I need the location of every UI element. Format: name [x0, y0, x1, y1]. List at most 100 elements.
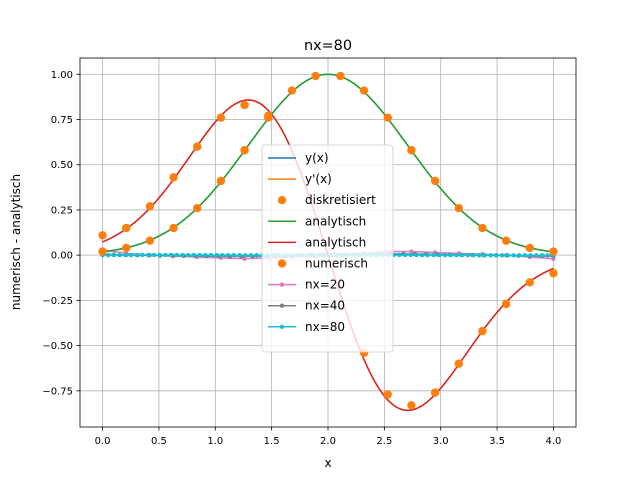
series-nx-80-8-point: [454, 252, 459, 258]
series-nx-80-8-point: [117, 252, 122, 258]
series-nx-80-8-point: [220, 252, 225, 258]
series-nx-80-8-point: [237, 253, 242, 258]
series-nx-80-8-point: [471, 253, 476, 258]
series-nx-80-8-point: [123, 252, 128, 258]
y-axis-label: numerisch - analytisch: [9, 174, 23, 310]
series-nx-80-8-point: [425, 252, 431, 258]
series-diskretisiert-2-point: [525, 243, 534, 253]
series-numerisch-5-point: [216, 113, 226, 122]
x-tick-label: 1.0: [207, 436, 223, 447]
series-diskretisiert-2-point: [359, 86, 369, 95]
series-nx-80-8-point: [243, 253, 248, 258]
x-tick-label: 3.5: [489, 436, 505, 447]
series-diskretisiert-2-point: [193, 203, 202, 213]
legend-marker: [279, 303, 285, 308]
series-nx-80-8-point: [254, 253, 259, 258]
series-diskretisiert-2-point: [501, 236, 511, 245]
legend-label: nx=20: [305, 278, 345, 292]
x-axis-label: x: [324, 456, 331, 470]
series-nx-80-8-point: [168, 252, 174, 258]
series-diskretisiert-2-point: [311, 71, 320, 81]
series-diskretisiert-2-point: [145, 236, 155, 245]
series-nx-80-8-point: [437, 252, 442, 258]
series-diskretisiert-2-point: [122, 243, 131, 253]
y-tick-label: 0.25: [51, 205, 73, 216]
legend-label: numerisch: [305, 257, 368, 271]
series-nx-80-8-point: [402, 252, 408, 258]
legend-label: diskretisiert: [305, 193, 376, 207]
series-nx-80-8-point: [146, 252, 151, 258]
series-nx-80-8-point: [505, 253, 510, 258]
series-nx-80-8-point: [448, 252, 453, 258]
series-numerisch-5-point: [549, 269, 558, 278]
series-nx-80-8-point: [248, 253, 254, 258]
series-diskretisiert-2-point: [478, 223, 487, 233]
series-numerisch-5-point: [98, 231, 107, 240]
legend-label: nx=80: [305, 320, 345, 334]
x-tick-label: 1.5: [264, 436, 280, 447]
y-axis-ticks: −0.75 −0.50 −0.25 0.00 0.25 0.50 0.75 1.00: [42, 70, 80, 397]
series-nx-80-8-point: [397, 252, 402, 258]
series-numerisch-5-point: [193, 142, 202, 151]
y-tick-label: 0.50: [51, 160, 73, 171]
series-nx-80-8-point: [534, 253, 539, 258]
series-nx-80-8-point: [174, 252, 179, 258]
series-numerisch-5-point: [478, 326, 487, 336]
series-diskretisiert-2-point: [336, 71, 345, 81]
x-tick-label: 0.0: [95, 436, 111, 447]
series-diskretisiert-2-point: [430, 176, 440, 186]
series-nx-80-8-point: [522, 253, 528, 258]
series-numerisch-5-point: [407, 401, 416, 410]
series-nx-80-8-point: [151, 252, 157, 258]
series-nx-80-8-point: [528, 253, 533, 258]
series-numerisch-5-point: [454, 359, 463, 368]
series-nx-80-8-point: [431, 252, 436, 258]
series-nx-80-8-point: [214, 252, 219, 258]
series-nx-80-8-point: [203, 252, 208, 258]
series-diskretisiert-2-point: [407, 146, 416, 155]
series-nx-80-8-point: [128, 252, 134, 258]
series-nx-80-8-point: [511, 253, 516, 258]
legend-label: y'(x): [305, 172, 332, 186]
series-diskretisiert-2-point: [240, 146, 249, 155]
x-tick-label: 3.0: [433, 436, 449, 447]
series-nx-80-8-point: [482, 253, 488, 258]
series-diskretisiert-2-point: [216, 176, 226, 186]
series-nx-80-8-point: [545, 253, 550, 258]
series-nx-80-8-point: [459, 252, 465, 258]
legend-marker: [279, 282, 285, 287]
series-nx-80-8-point: [477, 253, 482, 258]
series-nx-80-8-point: [499, 253, 505, 258]
y-tick-label: 1.00: [51, 70, 73, 81]
series-nx-80-8-point: [134, 252, 140, 258]
series-nx-80-8-point: [197, 252, 202, 258]
series-nx-80-8-point: [408, 252, 413, 258]
series-diskretisiert-2-point: [98, 247, 107, 256]
series-nx-80-8-point: [494, 253, 499, 258]
series-nx-80-8-point: [180, 252, 185, 258]
legend-marker: [277, 196, 287, 205]
series-nx-80-8-point: [516, 253, 522, 258]
series-numerisch-5-point: [383, 390, 392, 399]
y-tick-label: −0.25: [42, 296, 73, 307]
series-nx-80-8-point: [185, 252, 191, 258]
y-tick-label: −0.50: [42, 341, 73, 352]
legend-label: analytisch: [305, 235, 366, 249]
series-numerisch-5-point: [240, 100, 249, 110]
series-nx-80-8-point: [231, 253, 237, 258]
series-nx-80-8-point: [111, 252, 117, 258]
legend-marker: [277, 259, 287, 268]
x-tick-label: 4.0: [546, 436, 562, 447]
legend-marker: [279, 324, 285, 329]
legend: y(x) y'(x) diskretisiert analytisch analytis…: [261, 144, 394, 353]
legend-label: analytisch: [305, 214, 366, 228]
series-nx-80-8-point: [419, 252, 425, 258]
series-nx-80-8-point: [488, 253, 493, 258]
series-nx-80-8-point: [106, 252, 111, 258]
series-numerisch-5-point: [264, 111, 273, 121]
series-nx-20-6-point: [242, 256, 247, 261]
y-tick-label: −0.75: [42, 386, 73, 397]
series-nx-80-8-point: [140, 252, 145, 258]
y-tick-label: 0.00: [51, 251, 73, 262]
